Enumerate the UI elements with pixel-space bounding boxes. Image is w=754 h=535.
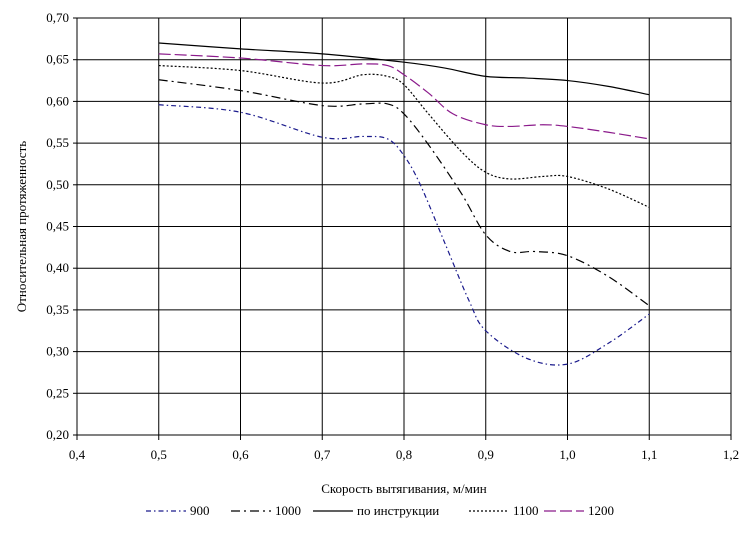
series-line-1200: [158, 53, 650, 140]
legend-label: 1000: [275, 503, 301, 518]
x-tick-label: 0,6: [232, 447, 249, 462]
y-axis-ticks: 0,20 0,25 0,30 0,35 0,40 0,45 0,50 0,55 0,60 0,65…: [46, 10, 77, 442]
y-tick-label: 0,25: [46, 385, 69, 400]
y-tick-label: 0,45: [46, 219, 69, 234]
y-tick-label: 0,60: [46, 93, 69, 108]
x-tick-label: 0,5: [151, 447, 167, 462]
y-tick-label: 0,30: [46, 344, 69, 359]
y-tick-label: 0,70: [46, 10, 69, 25]
y-tick-label: 0,65: [46, 52, 69, 67]
series-line-1000: [158, 79, 650, 307]
legend-label: 900: [190, 503, 210, 518]
x-tick-label: 0,7: [314, 447, 331, 462]
legend-label: 1100: [513, 503, 539, 518]
legend-label: по инструкции: [357, 503, 439, 518]
y-tick-label: 0,35: [46, 302, 69, 317]
x-tick-label: 0,9: [478, 447, 494, 462]
series-line-1100: [158, 64, 650, 208]
x-axis-title: Скорость вытягивания, м/мин: [321, 481, 487, 496]
grid-lines: [77, 18, 731, 435]
x-tick-label: 0,8: [396, 447, 412, 462]
y-tick-label: 0,50: [46, 177, 69, 192]
x-tick-label: 1,1: [641, 447, 657, 462]
x-tick-label: 0,4: [69, 447, 86, 462]
y-tick-label: 0,40: [46, 260, 69, 275]
series-line-по-инструкции: [158, 42, 650, 96]
legend: 900 1000 по инструкции 1100 1200: [146, 503, 614, 518]
y-tick-label: 0,20: [46, 427, 69, 442]
y-axis-title: Относительная протяженность: [14, 141, 29, 312]
y-tick-label: 0,55: [46, 135, 69, 150]
x-tick-label: 1,2: [723, 447, 739, 462]
x-axis-ticks: 0,4 0,5 0,6 0,7 0,8 0,9 1,0 1,1 1,2: [69, 435, 739, 462]
series-lines: [158, 42, 650, 366]
x-tick-label: 1,0: [559, 447, 575, 462]
series-line-900: [158, 104, 650, 366]
legend-label: 1200: [588, 503, 614, 518]
